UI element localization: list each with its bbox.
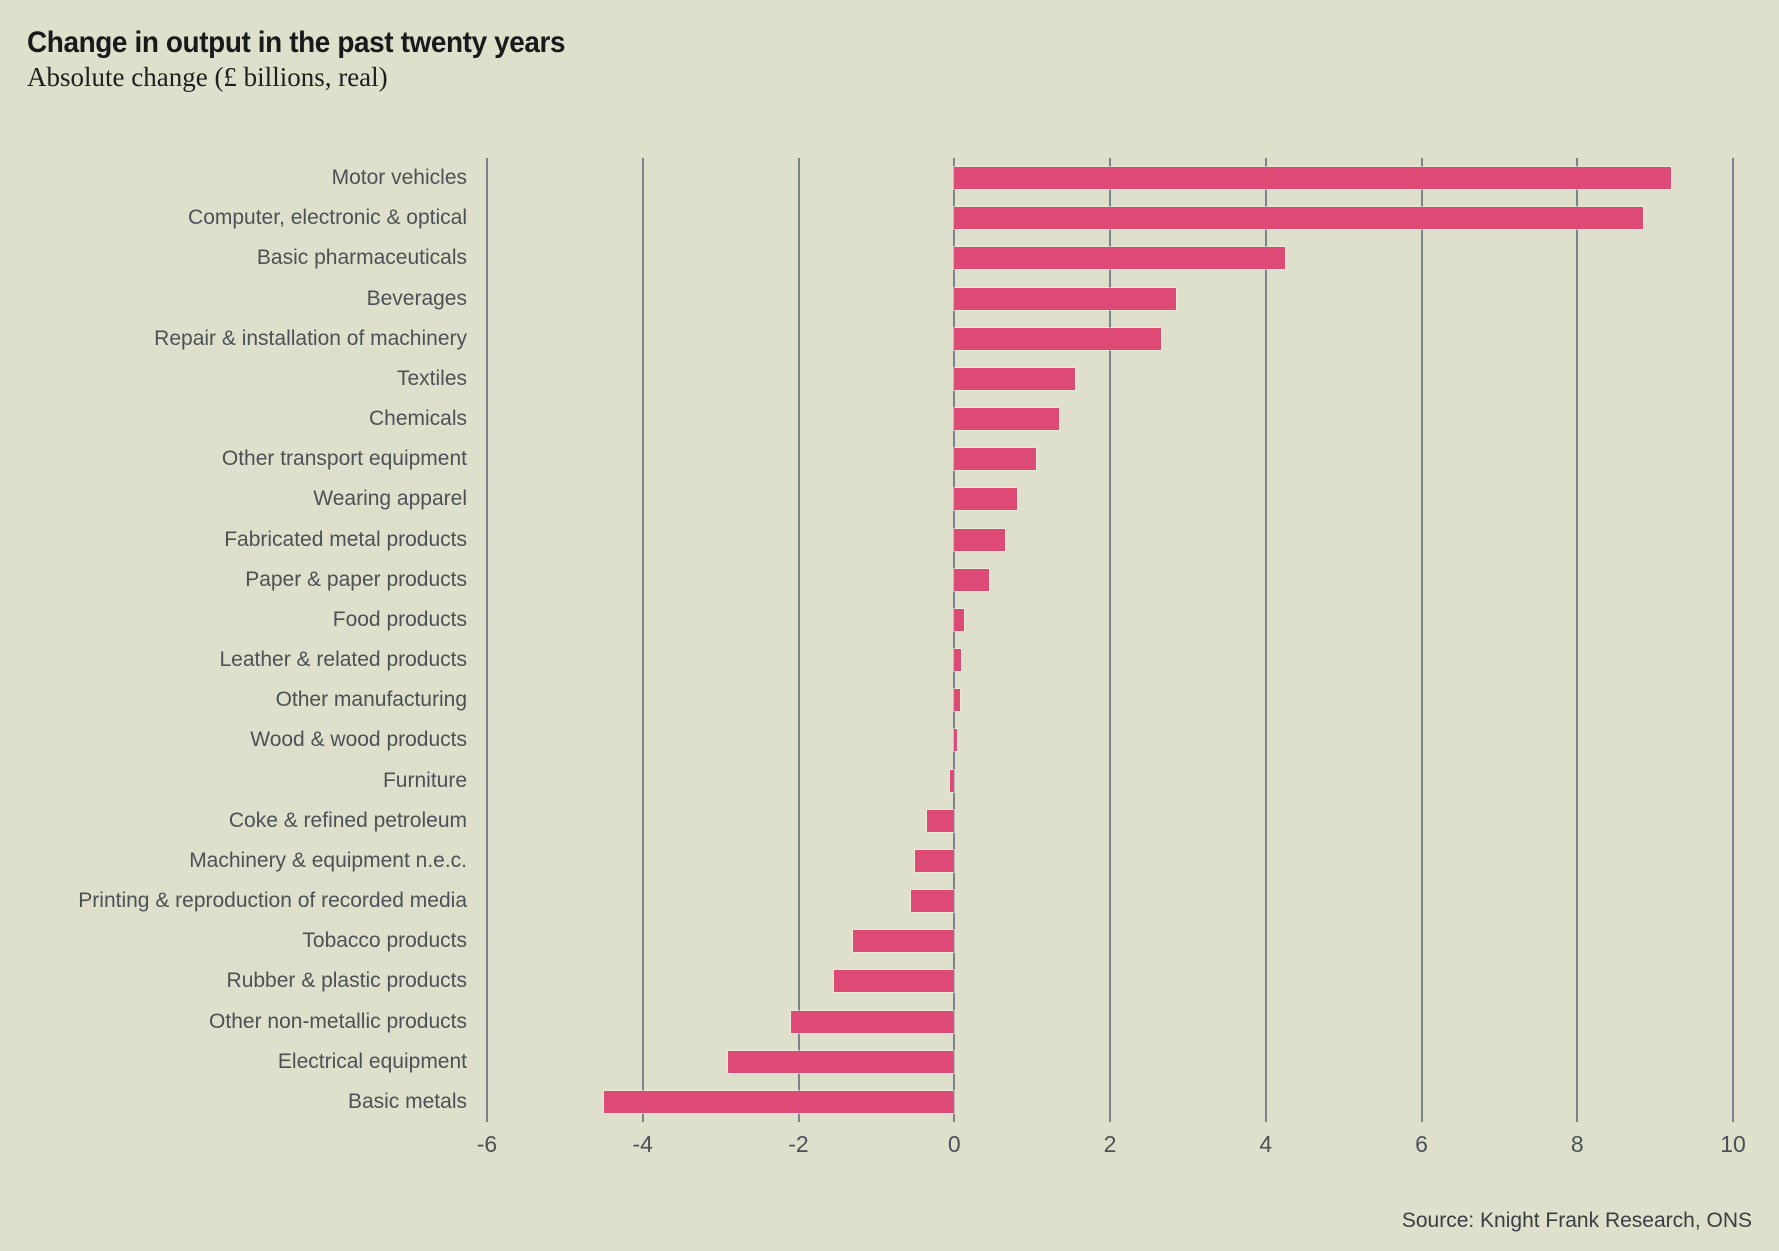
plot-area — [486, 158, 1734, 1122]
bar-row — [487, 600, 1733, 640]
gridline — [953, 158, 956, 1122]
bar-row — [487, 761, 1733, 801]
category-label: Other non-metallic products — [209, 1009, 467, 1033]
category-label: Coke & refined petroleum — [228, 808, 467, 832]
x-tick-label: -6 — [476, 1131, 498, 1157]
bar-row — [487, 1082, 1733, 1122]
gridline — [641, 158, 644, 1122]
category-label: Machinery & equipment n.e.c. — [189, 848, 467, 872]
source-note: Source: Knight Frank Research, ONS — [1401, 1209, 1752, 1232]
category-label: Other transport equipment — [221, 447, 467, 471]
bar-row — [487, 319, 1733, 359]
bar-row — [487, 479, 1733, 519]
bar — [954, 247, 1286, 270]
category-label: Beverages — [366, 286, 467, 310]
bar-row — [487, 359, 1733, 399]
category-label: Motor vehicles — [331, 166, 467, 189]
bar — [790, 1010, 955, 1033]
x-tick-label: 8 — [1570, 1131, 1584, 1157]
bar — [954, 408, 1060, 431]
bar-row — [487, 238, 1733, 278]
category-label: Other manufacturing — [275, 688, 467, 712]
category-label: Leather & related products — [219, 648, 468, 671]
bar — [915, 849, 955, 872]
bar — [603, 1090, 955, 1113]
bar — [954, 448, 1037, 471]
gridline — [1420, 158, 1423, 1122]
category-label: Basic pharmaceuticals — [256, 246, 467, 270]
x-tick-label: 2 — [1103, 1131, 1117, 1157]
bar — [954, 649, 962, 672]
bar-row — [487, 1002, 1733, 1042]
bar — [911, 890, 955, 913]
bar-row — [487, 640, 1733, 680]
category-label: Textiles — [396, 366, 467, 390]
bar-row — [487, 520, 1733, 560]
bar-row — [487, 881, 1733, 921]
category-label: Food products — [332, 607, 467, 631]
gridline — [1109, 158, 1111, 1122]
bar-row — [487, 279, 1733, 319]
category-label: Rubber & plastic products — [226, 969, 467, 993]
category-label: Wearing apparel — [313, 487, 467, 511]
category-label: Repair & installation of machinery — [154, 326, 467, 350]
bar-row — [487, 198, 1733, 238]
bar — [954, 689, 960, 712]
category-label: Chemicals — [368, 407, 467, 430]
bar-row — [487, 680, 1733, 720]
chart-title: Change in output in the past twenty year… — [27, 26, 566, 59]
bar-row — [487, 399, 1733, 439]
bar — [954, 608, 964, 631]
bar-row — [487, 921, 1733, 961]
category-label: Fabricated metal products — [224, 527, 467, 551]
bar-row — [487, 1042, 1733, 1082]
bar — [853, 930, 955, 953]
bar — [926, 809, 955, 832]
category-label: Basic metals — [347, 1089, 467, 1113]
bar-row — [487, 560, 1733, 600]
bar — [728, 1050, 955, 1073]
chart-subtitle: Absolute change (£ billions, real) — [27, 62, 388, 92]
x-tick-label: -2 — [788, 1131, 809, 1157]
bar — [954, 367, 1075, 390]
category-label: Furniture — [382, 768, 467, 792]
gridline — [1732, 158, 1734, 1122]
bar-row — [487, 961, 1733, 1001]
x-tick-label: 0 — [947, 1131, 961, 1157]
x-axis: -6 -4 -2 0 2 4 6 8 10 — [477, 1131, 1746, 1165]
bar — [954, 287, 1177, 310]
gridline — [1576, 158, 1579, 1122]
bar-row — [487, 801, 1733, 841]
bar-row — [487, 841, 1733, 881]
bar — [833, 970, 955, 993]
bar — [954, 528, 1005, 551]
gridline — [486, 158, 488, 1122]
bar — [949, 769, 955, 792]
category-label: Paper & paper products — [245, 567, 467, 591]
bar — [954, 327, 1161, 350]
bar — [954, 729, 958, 752]
bar — [954, 488, 1017, 511]
x-tick-label: 6 — [1415, 1131, 1428, 1157]
gridline — [797, 158, 800, 1122]
bar — [954, 167, 1671, 190]
category-label: Electrical equipment — [277, 1049, 467, 1073]
bar-row — [487, 439, 1733, 479]
x-tick-label: 10 — [1720, 1131, 1746, 1157]
category-label: Wood & wood products — [250, 728, 467, 752]
x-tick-label: 4 — [1259, 1131, 1273, 1157]
category-labels: Motor vehicles Computer, electronic & opt… — [0, 158, 467, 1122]
gridline — [1264, 158, 1267, 1122]
category-label: Printing & reproduction of recorded medi… — [78, 889, 467, 912]
bar-row — [487, 720, 1733, 760]
bar — [954, 568, 990, 591]
category-label: Computer, electronic & optical — [188, 206, 467, 230]
category-label: Tobacco products — [302, 929, 467, 953]
bar — [954, 207, 1644, 230]
bar-row — [487, 158, 1733, 198]
x-tick-label: -4 — [632, 1131, 653, 1157]
